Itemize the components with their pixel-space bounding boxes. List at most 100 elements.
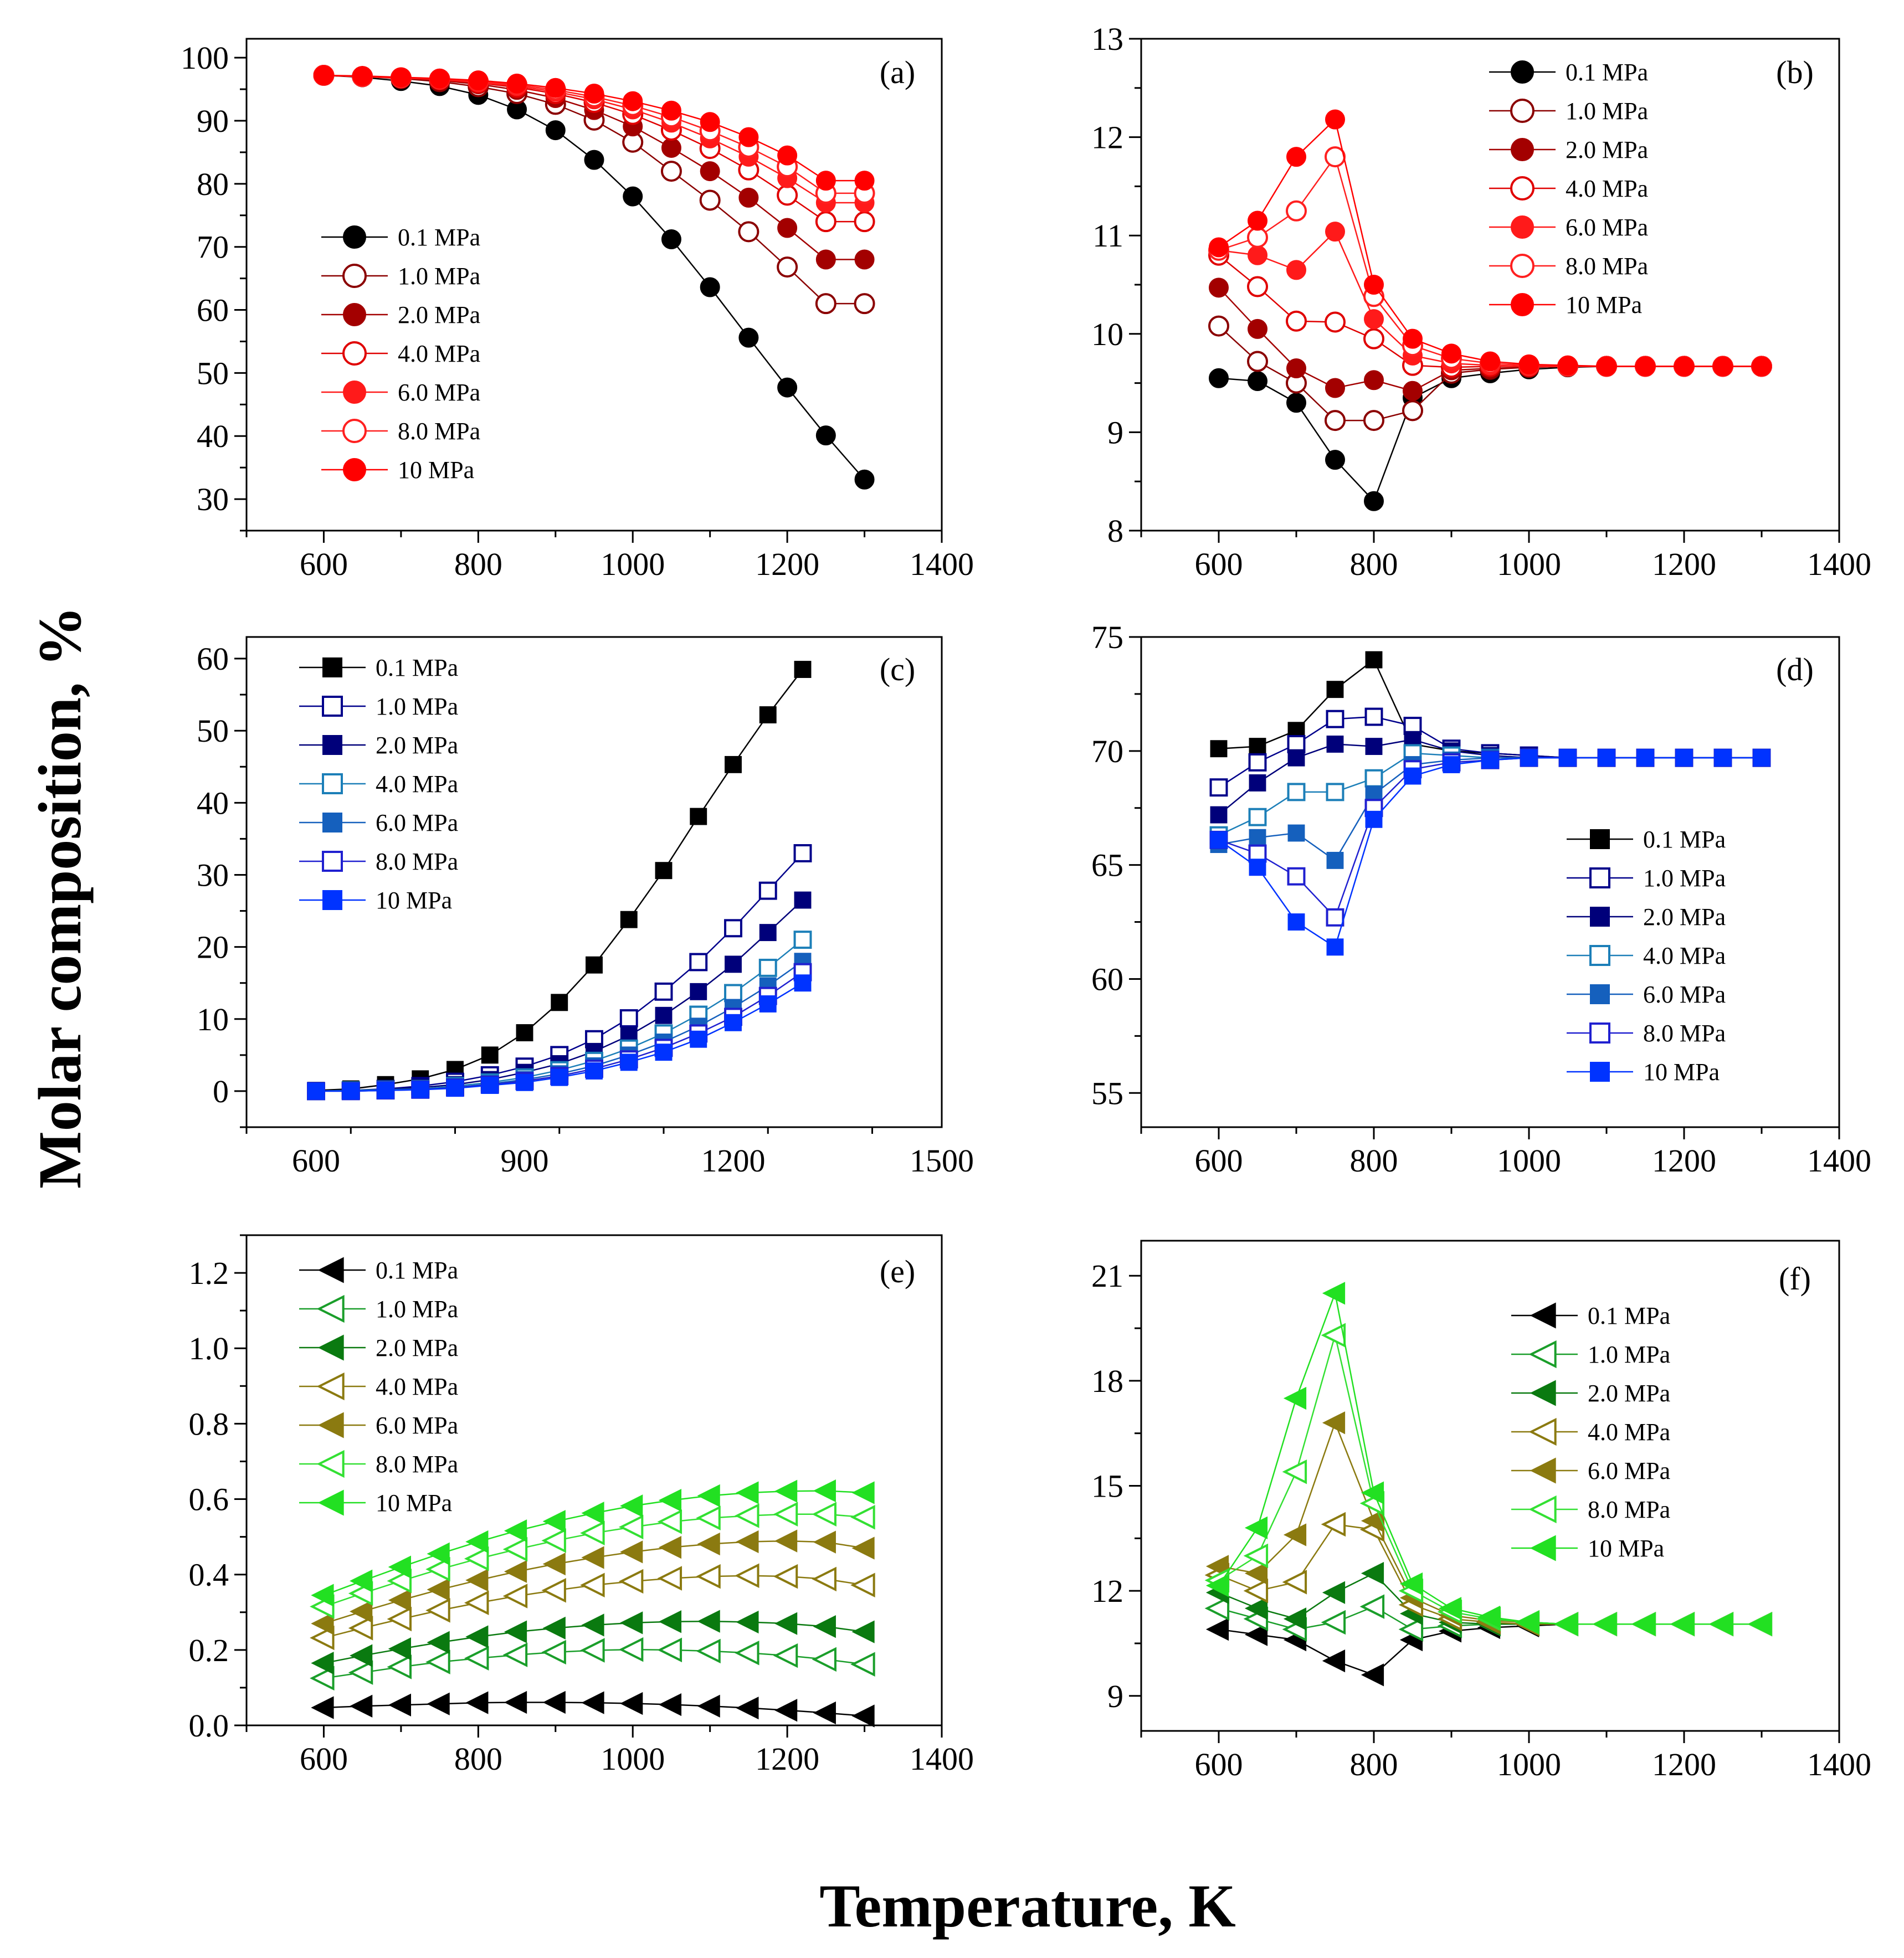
data-point [1322,1649,1346,1673]
data-point [735,1563,759,1588]
data-point [350,1600,373,1623]
data-point [1209,277,1229,298]
data-point [352,66,373,86]
figure-x-axis-label: Temperature, K [819,1872,1236,1940]
data-point [854,211,875,233]
legend-marker [322,890,342,910]
data-point [793,931,812,949]
legend-label: 4.0 MPa [376,770,458,798]
panel-tag: (f) [1779,1261,1811,1297]
data-point [774,1612,798,1635]
data-point [777,184,798,206]
data-point [735,1503,759,1528]
data-point [773,1643,798,1668]
panel-tag: (b) [1776,54,1814,90]
y-tick-label: 40 [197,785,229,821]
x-tick-label: 800 [454,1741,502,1777]
data-point [1363,328,1384,350]
legend-marker [1510,176,1535,201]
data-point [1322,1581,1346,1604]
legend-label: 1.0 MPa [1588,1341,1670,1368]
data-point [350,1694,373,1718]
y-tick-label: 60 [1091,961,1123,997]
data-point [1520,749,1538,767]
legend-marker [322,696,343,717]
data-point [736,1530,759,1554]
data-point [429,68,450,89]
data-point [689,953,708,972]
y-tick-label: 0.4 [189,1557,229,1593]
data-point [738,327,759,348]
data-point [1402,400,1423,422]
data-point [700,112,720,132]
legend-marker [317,1257,344,1283]
panel-tag: (d) [1776,651,1814,687]
panel-tag: (c) [880,651,915,687]
data-point [736,1697,759,1720]
legend-label: 6.0 MPa [1566,214,1648,241]
panel-tag: (a) [880,54,915,90]
data-point [774,1529,798,1553]
data-point [504,1690,527,1714]
data-point [1443,756,1460,773]
data-point [311,1612,334,1635]
x-tick-label: 600 [300,546,348,582]
legend-marker [343,225,366,249]
data-point [1283,1386,1307,1410]
data-point [759,706,777,724]
x-tick-label: 1200 [1652,1746,1716,1782]
data-point [697,1532,720,1556]
data-point [1364,491,1384,511]
data-point [850,1652,875,1677]
data-point [1365,810,1383,828]
data-point [774,1699,798,1722]
data-point [427,1542,450,1565]
legend-label: 0.1 MPa [1643,826,1726,853]
data-point [1283,1607,1307,1631]
legend-marker [322,851,343,872]
data-point [348,1616,373,1641]
data-point [481,1077,499,1094]
data-point [1675,749,1693,767]
series-10-MPa [1210,749,1770,956]
data-point [502,1536,528,1562]
data-point [658,1693,682,1717]
data-point [620,1494,643,1518]
data-point [794,891,812,909]
data-point [1364,275,1384,295]
data-point [1205,1618,1229,1641]
data-point [1210,831,1228,849]
data-point [1519,354,1539,374]
legend-label: 6.0 MPa [1588,1457,1670,1484]
data-point [581,1546,604,1569]
data-point [377,1082,394,1099]
data-point [1361,1663,1384,1687]
data-point [851,1704,875,1728]
data-point [541,1578,566,1603]
data-point [387,1654,412,1679]
data-point [736,1481,759,1504]
data-point [777,218,798,238]
figure-y-axis-label: Molar composition, % [26,606,94,1189]
data-point [387,1569,412,1594]
data-point [661,229,681,250]
data-point [1325,222,1345,242]
data-point [661,100,681,121]
data-point [735,1641,759,1666]
legend-label: 2.0 MPa [398,301,480,328]
data-point [502,1642,528,1667]
data-point [388,1555,411,1579]
data-point [465,1625,489,1648]
data-point [793,844,812,862]
legend-marker [1510,99,1535,123]
data-point [1209,368,1229,388]
legend-label: 0.1 MPa [376,1257,458,1284]
data-point [620,911,638,928]
y-tick-label: 1.2 [189,1255,229,1291]
legend-marker [1510,254,1535,278]
data-point [412,1081,429,1098]
data-point [1248,245,1267,265]
data-point [1365,651,1383,669]
data-point [307,1082,325,1100]
